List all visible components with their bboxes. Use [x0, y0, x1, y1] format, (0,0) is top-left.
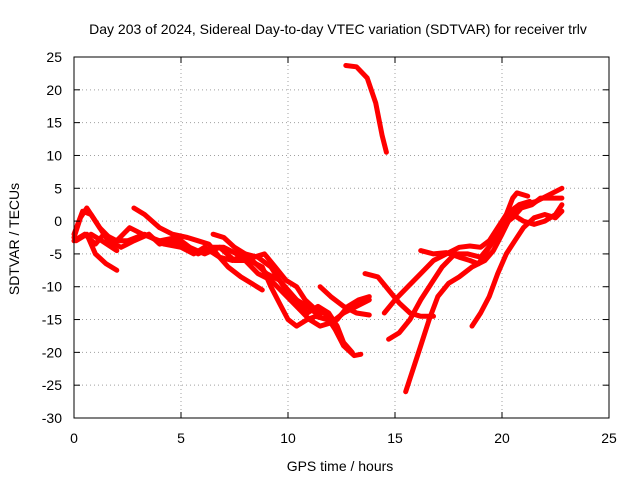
series-line-l	[362, 271, 436, 319]
chart-title: Day 203 of 2024, Sidereal Day-to-day VTE…	[89, 21, 587, 37]
y-tick-label: -5	[50, 246, 63, 262]
series-line-h	[251, 251, 327, 316]
series-line-c	[71, 205, 329, 329]
y-tick-label: 25	[46, 49, 62, 65]
y-tick-labels: 25 20 15 10 5 0 -5 -10 -15 -20 -25 -30	[42, 49, 62, 426]
y-tick-label: -20	[42, 344, 62, 360]
series-line-p	[418, 195, 565, 267]
series-line-m	[381, 190, 531, 316]
ticks	[73, 56, 610, 419]
series-line-k	[343, 63, 389, 155]
series-line-q	[469, 208, 565, 329]
plot-frame	[73, 56, 610, 419]
series-line-n	[386, 198, 533, 342]
x-tick-label: 15	[387, 430, 403, 446]
x-tick-labels: 0 5 10 15 20 25	[70, 430, 617, 446]
series-line-j	[334, 294, 372, 322]
x-tick-label: 10	[280, 430, 296, 446]
series-line-d	[73, 231, 120, 273]
y-tick-label: 15	[46, 115, 62, 131]
series-line-f	[131, 205, 265, 293]
x-tick-label: 20	[494, 430, 510, 446]
y-axis-label: SDTVAR / TECUs	[6, 183, 22, 295]
series-group	[71, 63, 565, 395]
x-tick-label: 25	[601, 430, 617, 446]
x-axis-label: GPS time / hours	[287, 458, 394, 474]
series-line-e	[88, 231, 120, 254]
y-tick-label: -30	[42, 410, 62, 426]
y-tick-label: -25	[42, 377, 62, 393]
series-line-r	[510, 202, 565, 227]
y-tick-label: 20	[46, 82, 62, 98]
y-tick-label: -10	[42, 279, 62, 295]
series-line-b	[71, 225, 372, 329]
y-tick-label: 0	[54, 213, 62, 229]
y-tick-label: -15	[42, 312, 62, 328]
x-tick-label: 5	[177, 430, 185, 446]
series-line-g	[210, 231, 364, 359]
x-tick-label: 0	[70, 430, 78, 446]
y-tick-label: 10	[46, 147, 62, 163]
y-tick-label: 5	[54, 180, 62, 196]
series-line-i	[317, 284, 372, 318]
